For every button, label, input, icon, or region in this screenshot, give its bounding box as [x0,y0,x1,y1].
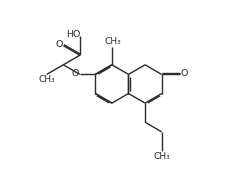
Text: O: O [180,69,187,78]
Text: O: O [55,40,62,49]
Text: CH₃: CH₃ [153,152,170,161]
Text: O: O [71,69,79,78]
Text: CH₃: CH₃ [38,75,55,84]
Text: HO: HO [65,30,80,39]
Text: CH₃: CH₃ [104,37,121,46]
